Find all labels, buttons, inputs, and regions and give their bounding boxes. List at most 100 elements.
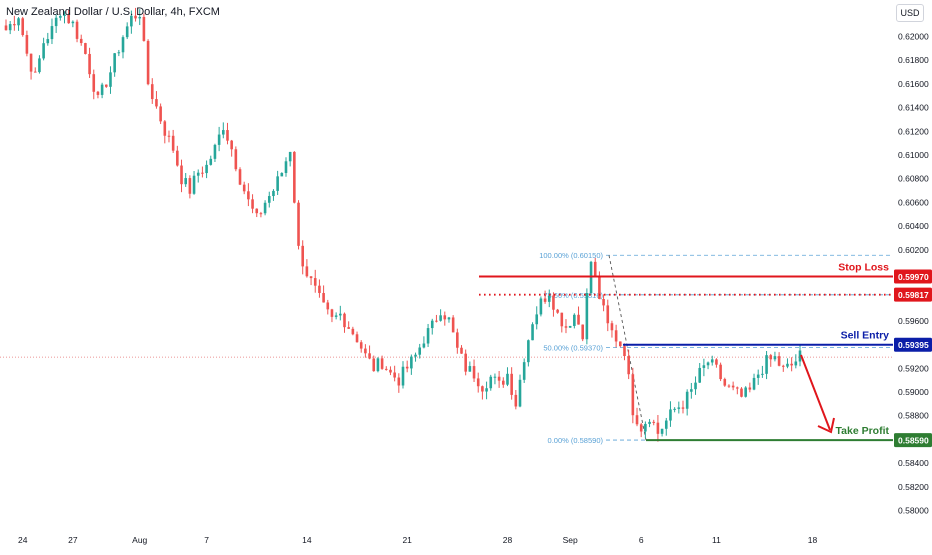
- candle: [602, 294, 605, 312]
- candle-body: [710, 359, 714, 363]
- price-tick-label: 0.61000: [898, 150, 929, 160]
- price-tick-label: 0.58400: [898, 458, 929, 468]
- candle: [142, 13, 146, 42]
- candle: [188, 175, 192, 199]
- candle: [330, 308, 334, 323]
- price-tick-label: 0.61800: [898, 55, 929, 65]
- candle-body: [598, 275, 601, 300]
- candle-body: [560, 312, 564, 327]
- candle: [263, 200, 267, 216]
- candle-body: [8, 24, 12, 31]
- candle-body: [272, 190, 275, 197]
- candle: [372, 355, 376, 372]
- candle: [368, 345, 371, 360]
- candle-body: [639, 424, 643, 432]
- price-tick-label: 0.59200: [898, 363, 929, 373]
- candle: [163, 120, 167, 144]
- candle: [351, 326, 355, 336]
- projection-arrow-head: [817, 417, 835, 434]
- candle: [702, 358, 706, 377]
- candle-body: [46, 39, 50, 44]
- candle: [589, 260, 593, 296]
- candle-body: [79, 38, 83, 44]
- candle: [255, 208, 259, 218]
- candle-body: [50, 26, 54, 40]
- candle: [397, 373, 401, 393]
- candle: [313, 269, 317, 293]
- candle-body: [280, 172, 284, 177]
- time-tick-label: 27: [68, 535, 78, 545]
- time-tick-label: 7: [204, 535, 209, 545]
- candle: [109, 66, 112, 94]
- candle: [790, 357, 793, 372]
- candle: [447, 316, 451, 323]
- candle: [192, 170, 196, 195]
- sell-entry-price-tag: 0.59395: [898, 340, 929, 350]
- candle-body: [180, 165, 183, 185]
- candle-body: [468, 366, 472, 372]
- candle: [63, 11, 66, 24]
- symbol-title[interactable]: New Zealand Dollar / U.S. Dollar, 4h, FX…: [6, 6, 220, 18]
- candle-body: [664, 420, 668, 429]
- time-tick-label: Aug: [132, 535, 147, 545]
- candle-body: [263, 202, 267, 214]
- candle-body: [88, 53, 91, 75]
- candle: [13, 15, 16, 31]
- candle: [50, 18, 54, 45]
- candle: [723, 377, 727, 387]
- candle: [67, 9, 70, 24]
- candle: [33, 67, 37, 73]
- time-tick-label: 24: [18, 535, 28, 545]
- candle: [410, 354, 413, 375]
- candle: [84, 42, 87, 55]
- candle: [71, 20, 75, 28]
- candle: [247, 183, 250, 207]
- candle-body: [777, 356, 781, 366]
- candle: [690, 382, 693, 399]
- time-axis[interactable]: 24 27 Aug 7 14 21 28 Sep 6 11 18: [18, 535, 818, 545]
- resistance-price-tag: 0.59817: [898, 290, 929, 300]
- candle-body: [506, 373, 509, 385]
- currency-button[interactable]: USD: [896, 4, 924, 22]
- projection-arrow-shaft: [800, 354, 831, 431]
- sell-entry-label: Sell Entry: [841, 330, 890, 342]
- fib-trend-line[interactable]: [608, 255, 647, 441]
- candle-body: [451, 317, 455, 333]
- candle: [222, 122, 225, 139]
- candle-body: [130, 15, 133, 27]
- candle-body: [33, 71, 37, 73]
- projection-arrow-icon[interactable]: [800, 354, 835, 434]
- candle: [510, 367, 513, 400]
- candle-body: [309, 276, 313, 279]
- candle-body: [196, 172, 200, 176]
- candle: [171, 129, 175, 153]
- candle-body: [176, 150, 179, 166]
- candle-body: [752, 377, 756, 390]
- candle-body: [121, 37, 125, 53]
- candle: [577, 306, 580, 325]
- candle: [781, 364, 785, 372]
- candle: [506, 367, 509, 387]
- time-tick-label: 14: [302, 535, 312, 545]
- candle-body: [635, 415, 639, 425]
- trade-levels[interactable]: Stop Loss Sell Entry Take Profit: [479, 262, 893, 442]
- candle: [422, 336, 426, 349]
- price-tick-label: 0.60800: [898, 174, 929, 184]
- candle: [230, 139, 233, 157]
- candle: [736, 386, 739, 395]
- candle-body: [347, 327, 350, 329]
- candle-body: [318, 285, 321, 294]
- candle-body: [769, 355, 773, 360]
- candle-body: [627, 356, 630, 375]
- candle: [234, 146, 238, 172]
- candle-body: [723, 379, 727, 386]
- candle: [681, 400, 685, 414]
- candle: [167, 130, 171, 143]
- candle-body: [497, 376, 501, 381]
- candle-body: [493, 376, 497, 378]
- fib-level-label: 50.00% (0.59370): [543, 344, 603, 353]
- candle-body: [343, 313, 346, 328]
- candle: [347, 321, 350, 329]
